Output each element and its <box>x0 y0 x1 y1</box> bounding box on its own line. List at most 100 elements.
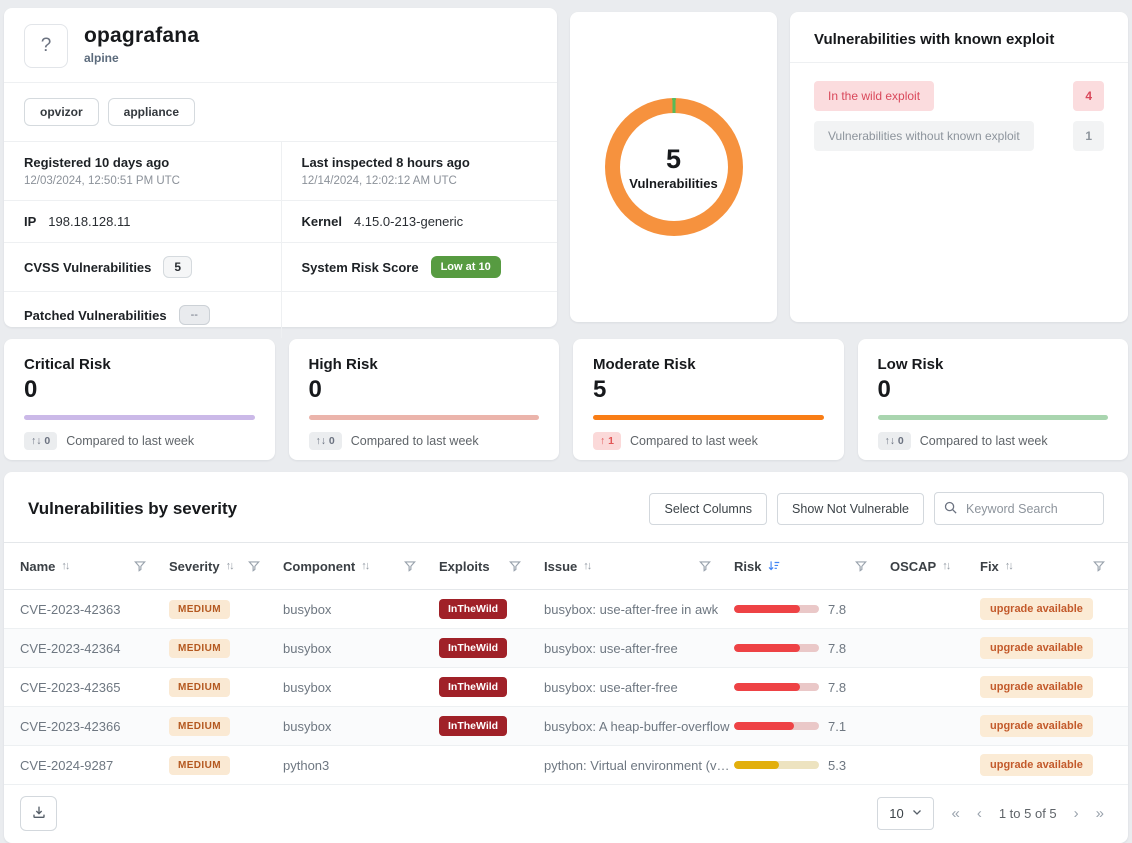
tag-opvizor[interactable]: opvizor <box>24 98 99 126</box>
inthewild-badge[interactable]: InTheWild <box>439 716 508 736</box>
updown-icon: ↑↓ <box>31 435 42 447</box>
issue-link[interactable]: python: Virtual environment (ve… <box>544 757 734 773</box>
sort-icon[interactable]: ↑↓ <box>61 560 70 572</box>
table-row[interactable]: CVE-2024-9287 MEDIUM python3 python: Vir… <box>4 746 1128 785</box>
column-header-fix[interactable]: Fix ↑↓ <box>980 559 1112 574</box>
table-row[interactable]: CVE-2023-42364 MEDIUM busybox InTheWild … <box>4 629 1128 668</box>
ip-value: 198.18.128.11 <box>48 214 131 229</box>
show-not-vulnerable-button[interactable]: Show Not Vulnerable <box>777 492 924 525</box>
registered-cell: Registered 10 days ago 12/03/2024, 12:50… <box>4 142 281 201</box>
inthewild-badge[interactable]: InTheWild <box>439 677 508 697</box>
keyword-search-input[interactable] <box>934 492 1104 525</box>
issue-link[interactable]: busybox: A heap-buffer-overflow <box>544 718 730 734</box>
severity-badge: MEDIUM <box>169 599 230 619</box>
risk-bar <box>734 683 819 691</box>
cve-link[interactable]: CVE-2023-42365 <box>20 679 121 695</box>
patched-value-button[interactable]: -- <box>178 305 210 325</box>
vulnerability-donut-card: 5 Vulnerabilities <box>570 12 777 322</box>
high-risk-value: 0 <box>308 376 322 403</box>
filter-icon[interactable] <box>133 559 147 573</box>
moderate-delta-badge: ↑ 1 <box>593 432 622 450</box>
empty-cell <box>280 292 558 338</box>
inthewild-badge[interactable]: InTheWild <box>439 599 508 619</box>
component-cell: busybox <box>283 640 332 656</box>
fix-badge[interactable]: upgrade available <box>980 637 1093 659</box>
filter-icon[interactable] <box>1092 559 1106 573</box>
cve-link[interactable]: CVE-2023-42364 <box>20 640 121 656</box>
filter-icon[interactable] <box>854 559 868 573</box>
column-header-exploits[interactable]: Exploits <box>439 559 544 574</box>
donut-label: Vulnerabilities <box>629 175 718 191</box>
cvss-count-badge: 5 <box>163 256 193 278</box>
sort-icon[interactable]: ↑↓ <box>583 560 592 572</box>
updown-icon: ↑↓ <box>315 435 327 447</box>
moderate-risk-bar <box>593 415 824 420</box>
moderate-risk-value: 5 <box>593 376 607 403</box>
fix-badge[interactable]: upgrade available <box>980 598 1093 620</box>
fix-badge[interactable]: upgrade available <box>980 676 1093 698</box>
updown-icon: ↑↓ <box>884 435 896 447</box>
risk-value: 7.1 <box>828 718 847 734</box>
column-header-issue[interactable]: Issue ↑↓ <box>544 559 734 574</box>
low-risk-title: Low Risk <box>877 356 944 373</box>
page-size-select[interactable]: 10 <box>877 797 935 830</box>
without-exploit-label[interactable]: Vulnerabilities without known exploit <box>814 121 1034 151</box>
cvss-cell: CVSS Vulnerabilities 5 <box>4 243 281 292</box>
table-row[interactable]: CVE-2023-42365 MEDIUM busybox InTheWild … <box>4 668 1128 707</box>
low-risk-card: Low Risk 0 ↑↓ 0 Compared to last week <box>857 339 1128 460</box>
component-cell: python3 <box>283 757 330 773</box>
table-title: Vulnerabilities by severity <box>28 498 238 518</box>
risk-value: 5.3 <box>828 757 847 773</box>
sort-icon[interactable]: ↑↓ <box>361 560 370 572</box>
filter-icon[interactable] <box>247 559 261 573</box>
issue-link[interactable]: busybox: use-after-free in awk <box>544 601 719 617</box>
sort-descending-active-icon[interactable] <box>767 559 781 573</box>
low-risk-bar <box>877 415 1108 420</box>
column-header-component[interactable]: Component ↑↓ <box>283 559 439 574</box>
in-the-wild-label[interactable]: In the wild exploit <box>814 81 935 111</box>
severity-badge: MEDIUM <box>169 716 230 736</box>
high-risk-bar <box>308 415 539 420</box>
risk-bar <box>734 761 819 769</box>
fix-badge[interactable]: upgrade available <box>980 754 1093 776</box>
filter-icon[interactable] <box>698 559 712 573</box>
sort-icon[interactable]: ↑↓ <box>225 560 235 572</box>
last-page-button[interactable]: » <box>1095 805 1104 822</box>
column-header-severity[interactable]: Severity ↑↓ <box>169 559 283 574</box>
inthewild-badge[interactable]: InTheWild <box>439 638 508 658</box>
column-header-name[interactable]: Name ↑↓ <box>20 559 169 574</box>
high-delta-note: Compared to last week <box>350 434 479 448</box>
component-cell: busybox <box>283 601 332 617</box>
table-row[interactable]: CVE-2023-42366 MEDIUM busybox InTheWild … <box>4 707 1128 746</box>
up-arrow-icon: ↑ <box>600 435 606 447</box>
table-row[interactable]: CVE-2023-42363 MEDIUM busybox InTheWild … <box>4 590 1128 629</box>
issue-link[interactable]: busybox: use-after-free <box>544 640 678 656</box>
chevron-down-icon <box>911 806 923 821</box>
download-button[interactable] <box>20 796 57 831</box>
filter-icon[interactable] <box>403 559 417 573</box>
vulnerability-donut-chart[interactable]: 5 Vulnerabilities <box>604 98 743 236</box>
host-title: opagrafana <box>84 24 200 47</box>
tag-appliance[interactable]: appliance <box>107 98 196 126</box>
filter-icon[interactable] <box>508 559 522 573</box>
last-inspected-cell: Last inspected 8 hours ago 12/14/2024, 1… <box>280 142 557 201</box>
low-risk-value: 0 <box>877 376 891 403</box>
column-header-oscap[interactable]: OSCAP ↑↓ <box>890 558 951 574</box>
kernel-cell: Kernel 4.15.0-213-generic <box>280 201 557 243</box>
risk-score-badge[interactable]: Low at 10 <box>430 256 501 278</box>
last-inspected-label: Last inspected 8 hours ago <box>301 155 470 170</box>
first-page-button[interactable]: « <box>951 805 960 822</box>
issue-link[interactable]: busybox: use-after-free <box>544 679 678 695</box>
fix-badge[interactable]: upgrade available <box>980 715 1093 737</box>
risk-value: 7.8 <box>828 640 847 656</box>
risk-bar <box>734 722 819 730</box>
sort-icon[interactable]: ↑↓ <box>1004 560 1014 572</box>
select-columns-button[interactable]: Select Columns <box>649 492 768 525</box>
column-header-risk[interactable]: Risk <box>734 559 890 574</box>
sort-icon[interactable]: ↑↓ <box>942 560 951 572</box>
cve-link[interactable]: CVE-2024-9287 <box>20 757 114 773</box>
previous-page-button[interactable]: ‹ <box>976 805 982 822</box>
cve-link[interactable]: CVE-2023-42363 <box>20 601 121 617</box>
cve-link[interactable]: CVE-2023-42366 <box>20 718 121 734</box>
next-page-button[interactable]: › <box>1073 805 1079 822</box>
